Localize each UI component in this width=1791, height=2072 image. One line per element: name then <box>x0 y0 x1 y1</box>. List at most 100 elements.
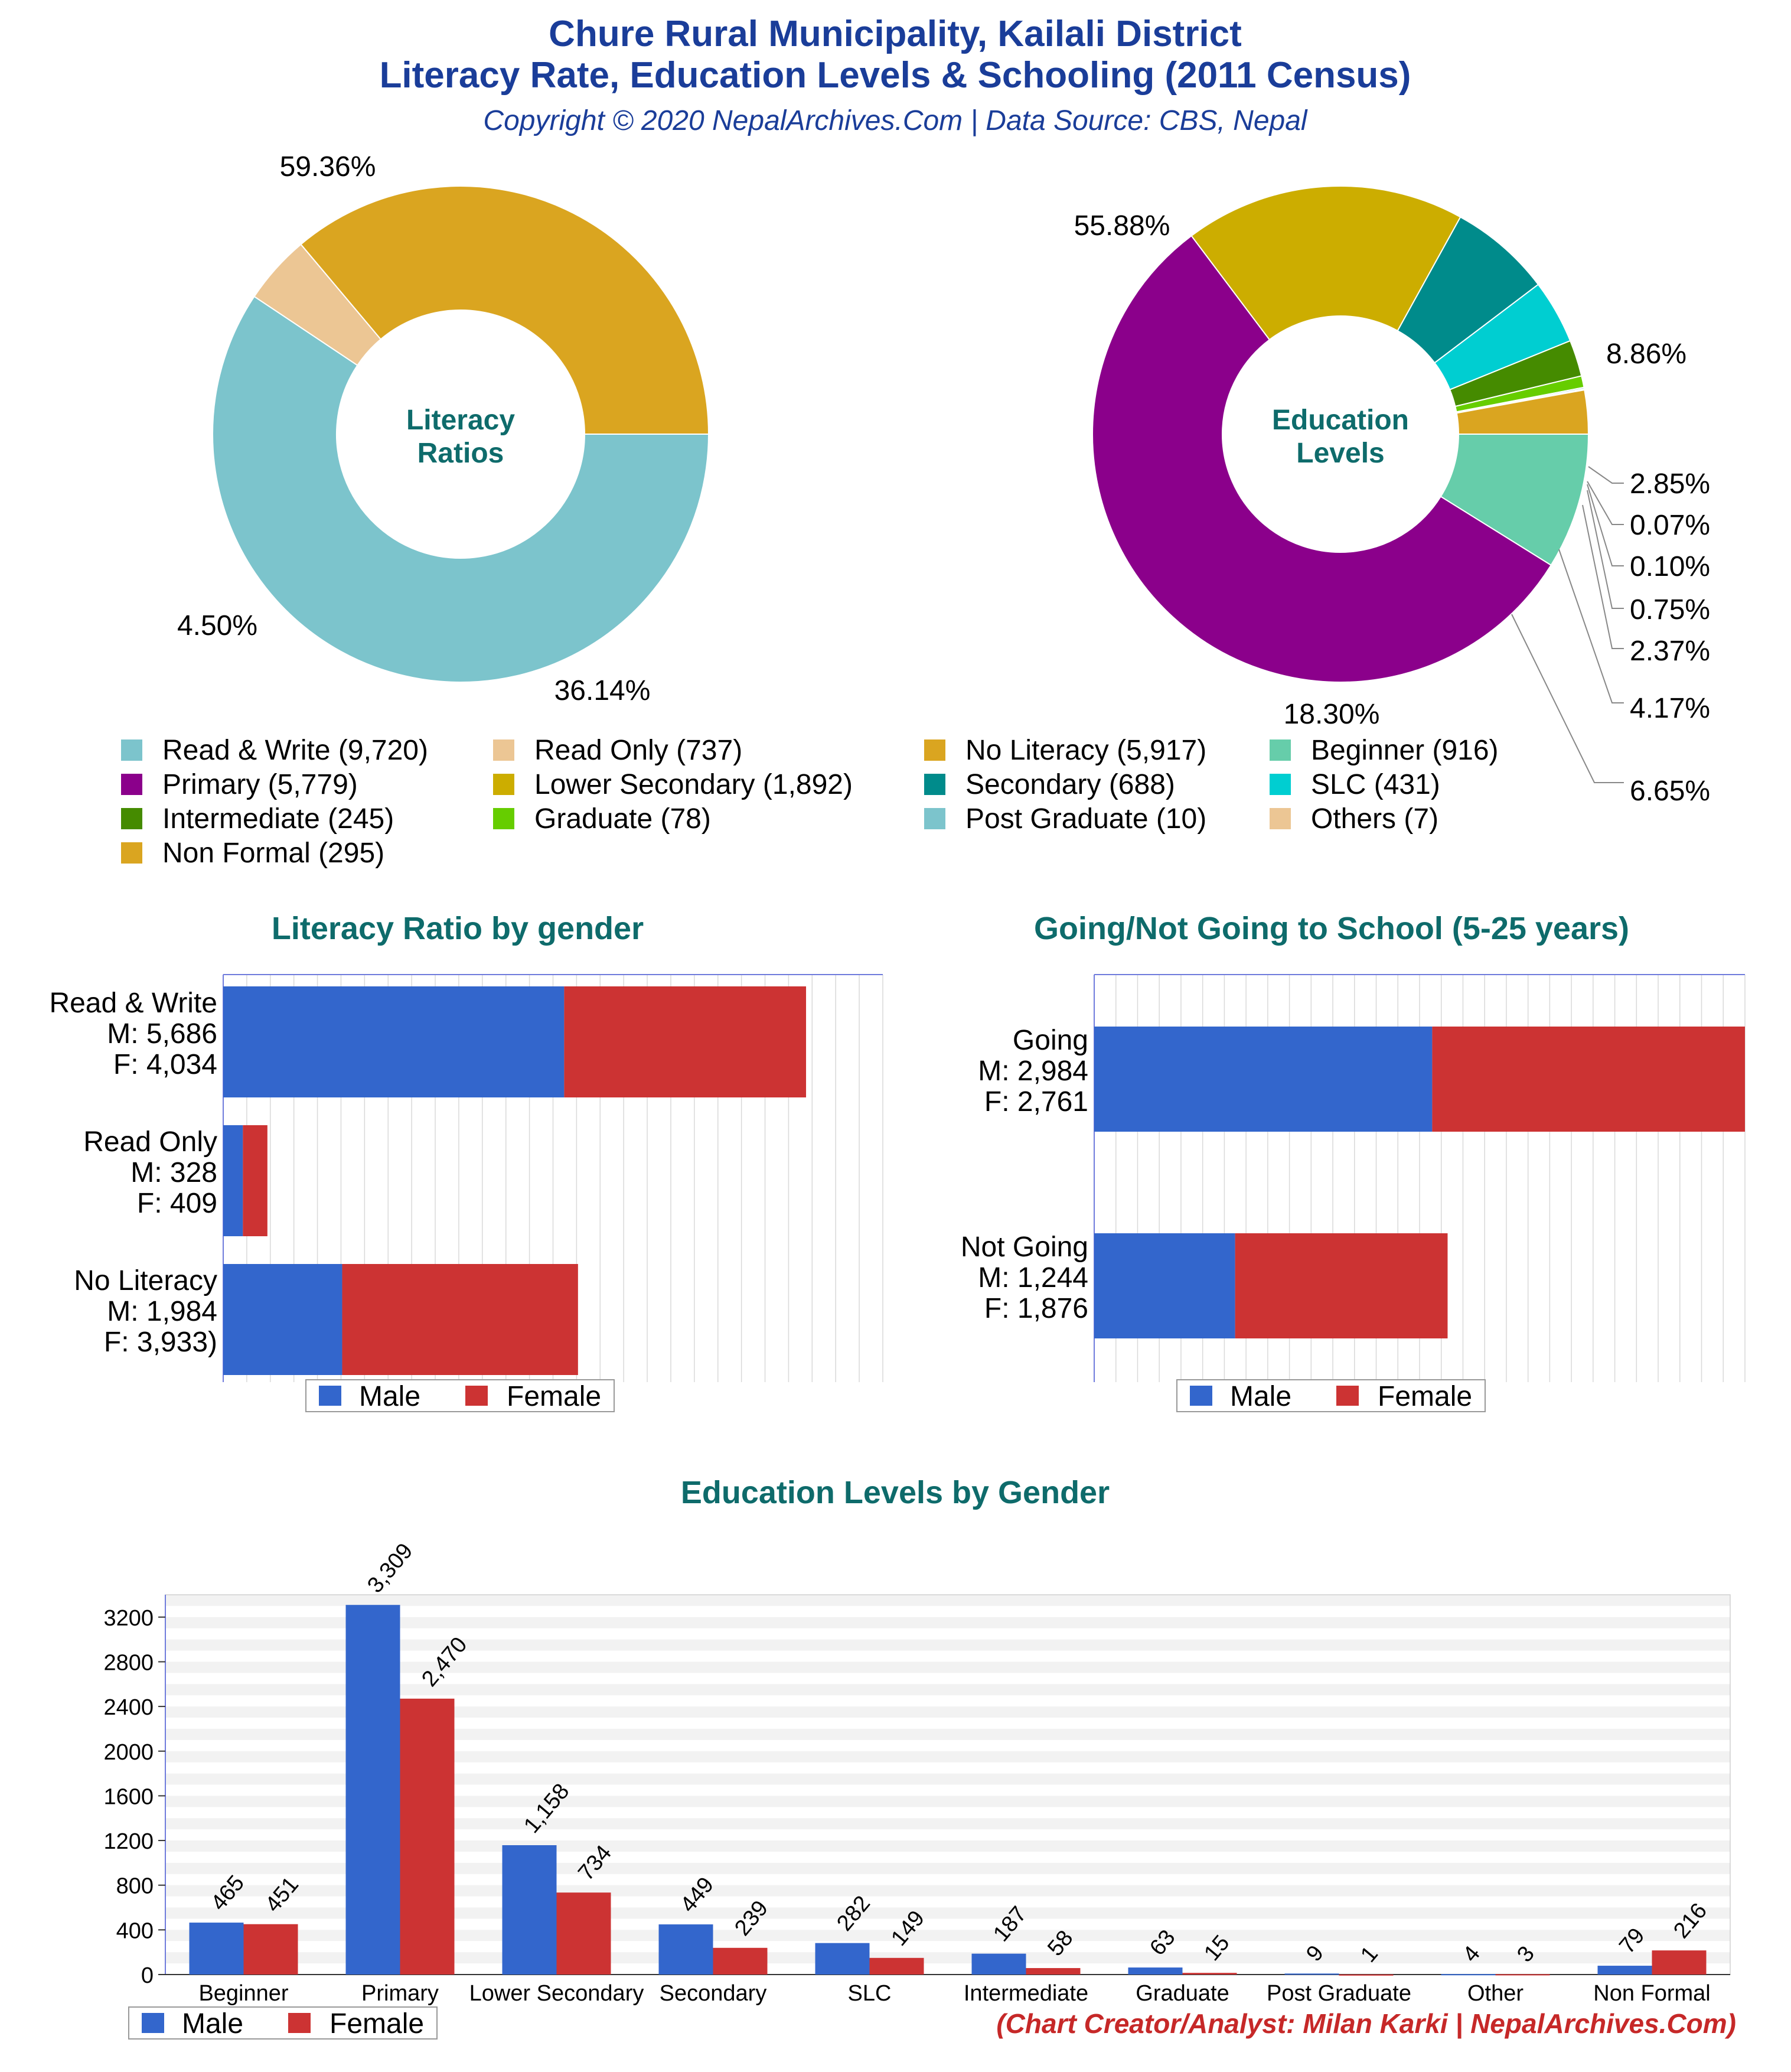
ebar-value-label: 1 <box>1356 1941 1383 1967</box>
donut2-leader-line <box>1511 614 1624 783</box>
legend-entry-label: Beginner (916) <box>1311 735 1499 766</box>
hbar1-row-label: F: 409 <box>137 1188 217 1219</box>
education-gender-title: Education Levels by Gender <box>681 1475 1110 1510</box>
ebar-female-bar-4 <box>869 1957 924 1975</box>
legend-female-swatch <box>288 2013 311 2033</box>
ebar-category-label: Graduate <box>1136 1981 1229 2006</box>
ebar-grid-band <box>165 1661 1730 1673</box>
donut1-center-label: Literacy <box>406 405 515 436</box>
legend-female-label: Female <box>1378 1381 1472 1412</box>
ebar-category-label: Lower Secondary <box>469 1981 644 2006</box>
donut2-pct-label: 0.10% <box>1630 551 1710 582</box>
ebar-male-bar-9 <box>1597 1966 1652 1975</box>
ebar-male-bar-0 <box>189 1923 244 1975</box>
legend-entry-label: Lower Secondary (1,892) <box>534 769 853 800</box>
ebar-category-label: Intermediate <box>964 1981 1088 2006</box>
donut2-leader-line <box>1588 466 1624 484</box>
donut2-slice-non-formal <box>1456 389 1590 435</box>
ebar-female-bar-8 <box>1495 1974 1550 1976</box>
main-title-line2: Literacy Rate, Education Levels & School… <box>380 55 1411 96</box>
donut2-slice-lower-secondary <box>1190 185 1461 341</box>
hbar1-row-label: Read Only <box>83 1126 217 1158</box>
donut2-leader-line <box>1587 481 1624 525</box>
ebar-grid-band <box>165 1751 1730 1762</box>
legend-box-2 <box>1176 1379 1486 1412</box>
ebar-male-bar-5 <box>971 1953 1026 1975</box>
ebar-female-bar-7 <box>1339 1974 1394 1976</box>
legend-swatch <box>1270 774 1291 795</box>
ebar-male-bar-8 <box>1441 1974 1496 1976</box>
ebar-grid-band <box>165 1796 1730 1807</box>
hbar2-female-bar-0 <box>1432 1027 1745 1132</box>
donut2-pct-label: 55.88% <box>1074 210 1170 242</box>
ebar-male-bar-2 <box>502 1845 557 1975</box>
legend-male-swatch <box>319 1386 341 1406</box>
legend-male-swatch <box>142 2013 164 2033</box>
donut2-pct-label: 0.75% <box>1630 594 1710 625</box>
donut1-slice-no-literacy <box>300 185 710 435</box>
hbar1-female-bar-1 <box>243 1125 267 1236</box>
legend-entry-label: Others (7) <box>1311 803 1438 835</box>
legend-swatch <box>493 774 514 795</box>
ebar-category-label: SLC <box>848 1981 892 2006</box>
ebar-ytick-label: 400 <box>116 1918 154 1943</box>
hbar1-row-label: M: 5,686 <box>107 1018 217 1050</box>
legend-swatch <box>1270 808 1291 829</box>
ebar-grid-band <box>165 1706 1730 1718</box>
legend-entry-label: SLC (431) <box>1311 769 1440 800</box>
ebar-value-label: 282 <box>832 1891 875 1936</box>
ebar-grid-band <box>165 1684 1730 1696</box>
donut1-pct-label: 4.50% <box>177 610 257 641</box>
hbar2-row-label: F: 1,876 <box>984 1293 1088 1324</box>
legend-box-3 <box>128 2006 438 2040</box>
copyright-text: Copyright © 2020 NepalArchives.Com | Dat… <box>483 105 1307 136</box>
legend-female-swatch <box>465 1386 488 1406</box>
hbar2-row-label: M: 2,984 <box>978 1055 1088 1087</box>
hbar1-row-label: F: 3,933) <box>104 1327 217 1358</box>
ebar-male-bar-1 <box>345 1605 400 1975</box>
donut2-pct-label: 6.65% <box>1630 776 1710 807</box>
donut2-leader-line <box>1587 490 1624 609</box>
legend-entry-label: Post Graduate (10) <box>965 803 1206 835</box>
main-title-line1: Chure Rural Municipality, Kailali Distri… <box>549 14 1242 54</box>
legend-swatch <box>924 739 945 761</box>
legend-swatch <box>121 842 142 864</box>
hbar2-male-bar-0 <box>1094 1027 1433 1132</box>
legend-entry-label: Non Formal (295) <box>162 838 384 869</box>
donut2-slice-primary <box>1091 234 1552 683</box>
hbar1-male-bar-1 <box>223 1125 243 1236</box>
legend-entry-label: Read & Write (9,720) <box>162 735 428 766</box>
donut2-pct-label: 2.37% <box>1630 636 1710 667</box>
ebar-grid-band <box>165 1773 1730 1785</box>
ebar-category-label: Beginner <box>198 1981 288 2006</box>
legend-entry-label: Intermediate (245) <box>162 803 394 835</box>
ebar-grid-band <box>165 1639 1730 1651</box>
donut2-pct-label: 8.86% <box>1606 338 1686 370</box>
ebar-grid-band <box>165 1595 1730 1606</box>
ebar-grid-band <box>165 1617 1730 1628</box>
legend-entry-label: No Literacy (5,917) <box>965 735 1206 766</box>
ebar-category-label: Other <box>1467 1981 1524 2006</box>
ebar-ytick-label: 800 <box>116 1874 154 1899</box>
legend-male-label: Male <box>1230 1381 1291 1412</box>
ebar-value-label: 3,309 <box>363 1539 417 1598</box>
hbar1-row-label: No Literacy <box>74 1265 217 1296</box>
ebar-female-bar-1 <box>400 1698 455 1975</box>
legend-entry-label: Primary (5,779) <box>162 769 358 800</box>
donut2-pct-label: 18.30% <box>1284 699 1380 730</box>
ebar-grid-band <box>165 1818 1730 1830</box>
ebar-ytick-label: 2400 <box>103 1695 154 1720</box>
ebar-category-label: Non Formal <box>1593 1981 1711 2006</box>
legend-swatch <box>924 774 945 795</box>
donut2-leader-line <box>1587 484 1624 566</box>
ebar-category-label: Secondary <box>660 1981 767 2006</box>
donut2-center-label: Levels <box>1296 438 1384 469</box>
ebar-male-bar-4 <box>815 1943 870 1975</box>
literacy-gender-title: Literacy Ratio by gender <box>272 911 644 946</box>
ebar-male-bar-3 <box>658 1924 713 1975</box>
ebar-grid-band <box>165 1728 1730 1740</box>
legend-male-label: Male <box>182 2008 243 2040</box>
legend-male-label: Male <box>359 1381 420 1412</box>
hbar2-row-label: Going <box>1013 1025 1088 1056</box>
legend-swatch <box>493 808 514 829</box>
